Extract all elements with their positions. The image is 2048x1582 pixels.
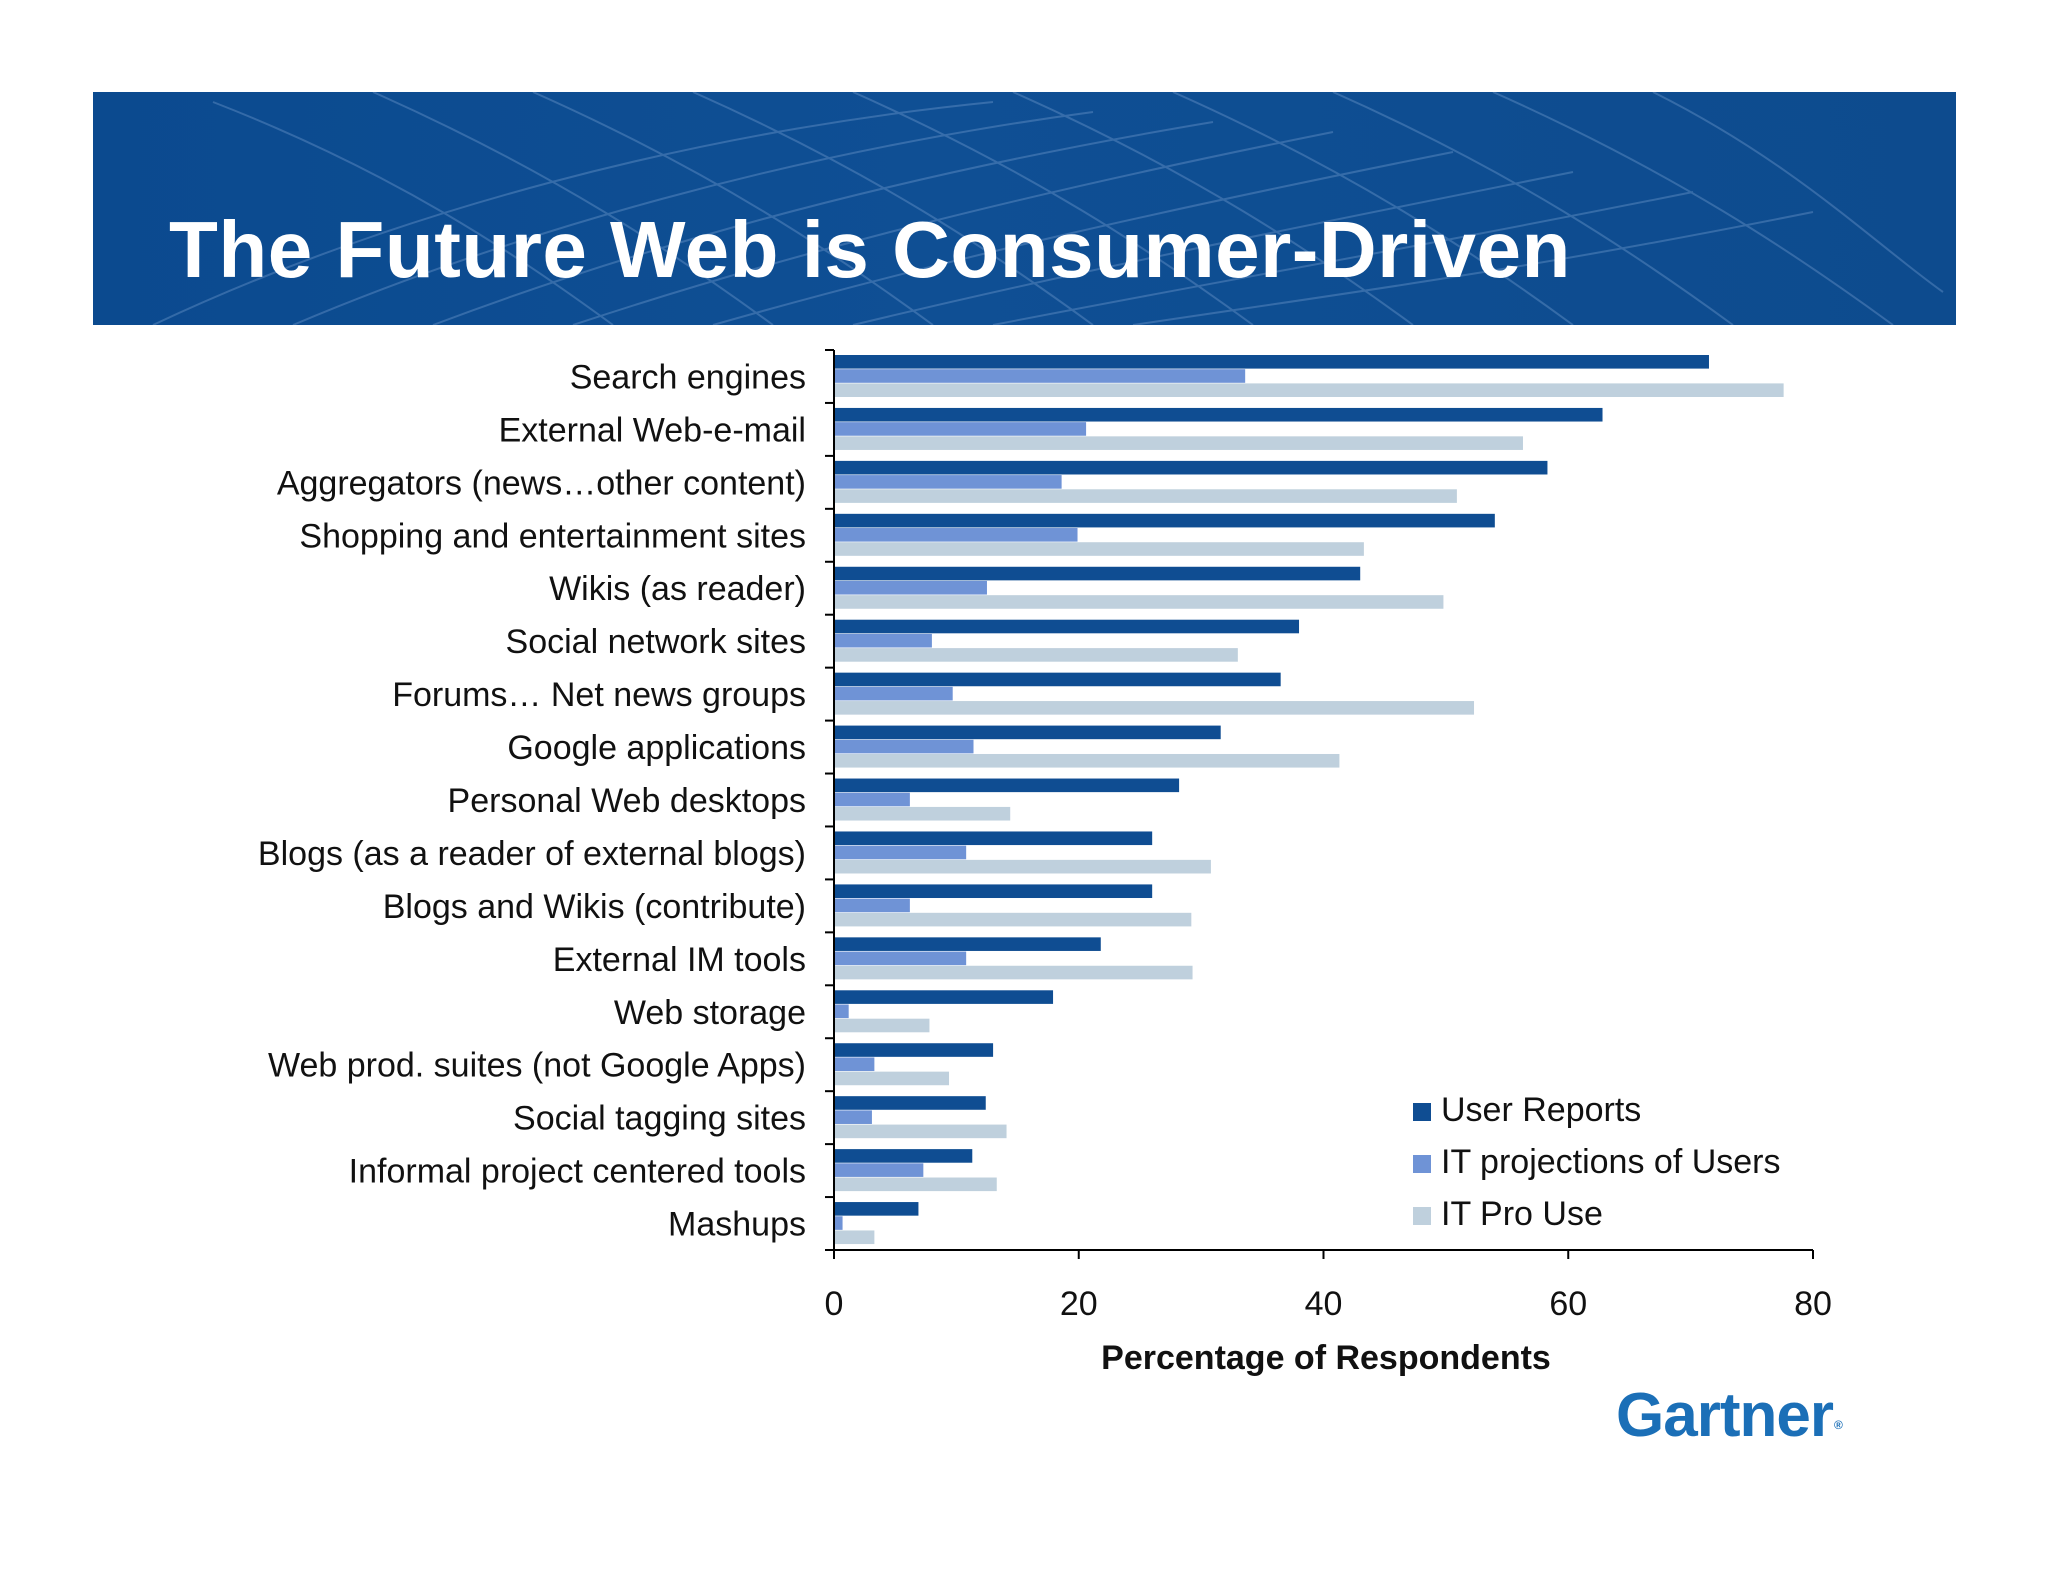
bar-1-12	[834, 937, 1101, 951]
bar-1-5	[834, 566, 1361, 581]
category-label: Aggregators (news…other content)	[277, 464, 806, 502]
category-label: Google applications	[507, 729, 806, 767]
bar-3-12	[834, 965, 1193, 980]
bar-3-16	[834, 1177, 997, 1192]
bar-3-5	[834, 595, 1444, 609]
legend-swatch-3	[1413, 1207, 1431, 1225]
bar-2-4	[834, 528, 1078, 542]
x-axis-title: Percentage of Respondents	[1101, 1339, 1551, 1377]
bar-1-15	[834, 1096, 986, 1110]
legend-label-3: IT Pro Use	[1441, 1195, 1603, 1233]
bar-1-10	[834, 831, 1153, 846]
category-label: Search engines	[570, 358, 806, 396]
bar-1-17	[834, 1202, 919, 1216]
bar-2-1	[834, 369, 1246, 383]
category-label: Blogs (as a reader of external blogs)	[258, 835, 806, 873]
bar-3-14	[834, 1071, 950, 1086]
category-label: Web prod. suites (not Google Apps)	[268, 1047, 806, 1085]
bar-1-2	[834, 407, 1603, 422]
bar-1-3	[834, 460, 1548, 475]
category-label: Mashups	[668, 1206, 806, 1244]
bar-2-3	[834, 475, 1062, 489]
bar-2-5	[834, 580, 987, 595]
legend-label-2: IT projections of Users	[1441, 1143, 1781, 1181]
bar-2-17	[834, 1216, 843, 1230]
legend-swatch-1	[1413, 1103, 1431, 1121]
bar-3-7	[834, 701, 1475, 715]
category-label: Social network sites	[506, 623, 806, 661]
gartner-logo: Gartner®	[1616, 1380, 1843, 1451]
bar-3-6	[834, 648, 1238, 662]
bar-2-13	[834, 1004, 849, 1019]
bar-3-8	[834, 753, 1340, 768]
x-tick-label: 0	[825, 1285, 844, 1323]
category-label: Forums… Net news groups	[392, 676, 806, 714]
bar-2-15	[834, 1110, 872, 1124]
x-tick-label: 40	[1305, 1285, 1343, 1323]
bar-2-16	[834, 1163, 924, 1177]
bar-3-10	[834, 859, 1211, 874]
bar-1-13	[834, 990, 1054, 1004]
category-label: Wikis (as reader)	[549, 570, 806, 608]
bar-1-16	[834, 1149, 973, 1163]
x-tick-label: 80	[1794, 1285, 1832, 1323]
logo-text: Gartner	[1616, 1381, 1834, 1450]
logo-registered-mark: ®	[1833, 1418, 1843, 1432]
bar-3-1	[834, 383, 1784, 397]
title-banner: The Future Web is Consumer-Driven	[93, 92, 1956, 325]
bar-1-9	[834, 778, 1180, 793]
category-label: Web storage	[614, 994, 806, 1032]
bar-1-14	[834, 1043, 994, 1057]
bar-1-11	[834, 884, 1153, 899]
bar-1-4	[834, 513, 1495, 528]
bar-2-8	[834, 739, 974, 754]
bar-1-1	[834, 355, 1709, 369]
bar-3-2	[834, 436, 1523, 450]
bar-2-14	[834, 1057, 875, 1072]
bar-2-10	[834, 845, 967, 860]
bar-1-7	[834, 672, 1281, 687]
bar-2-6	[834, 633, 932, 648]
grid-pattern-decoration	[152, 92, 1944, 325]
category-label: Shopping and entertainment sites	[299, 517, 806, 555]
bar-3-4	[834, 542, 1364, 556]
bar-3-9	[834, 806, 1011, 821]
category-label: Informal project centered tools	[349, 1153, 806, 1191]
category-label: External IM tools	[553, 941, 806, 979]
page-title: The Future Web is Consumer-Driven	[169, 205, 1571, 294]
category-label: Social tagging sites	[513, 1100, 806, 1138]
x-tick-label: 20	[1060, 1285, 1098, 1323]
bar-3-11	[834, 912, 1192, 927]
bar-1-8	[834, 725, 1221, 740]
chart-legend: User Reports IT projections of Users IT Pr…	[1413, 1091, 1781, 1233]
bar-1-6	[834, 619, 1300, 634]
x-tick-label: 60	[1549, 1285, 1587, 1323]
bar-3-13	[834, 1018, 930, 1033]
legend-swatch-2	[1413, 1155, 1431, 1173]
bar-2-2	[834, 422, 1087, 436]
category-label: External Web-e-mail	[499, 411, 806, 449]
bar-2-12	[834, 951, 967, 966]
category-label: Blogs and Wikis (contribute)	[383, 888, 806, 926]
bars-layer	[834, 355, 1784, 1245]
bar-3-15	[834, 1124, 1007, 1139]
bar-3-3	[834, 489, 1457, 503]
category-label: Personal Web desktops	[448, 782, 806, 820]
legend-label-1: User Reports	[1441, 1091, 1641, 1129]
category-labels: Search engines External Web-e-mail Aggrega…	[258, 358, 806, 1243]
bar-2-9	[834, 792, 910, 807]
bar-2-7	[834, 686, 953, 701]
bar-2-11	[834, 898, 910, 913]
chart-axes: 0 20 40 60 80	[825, 349, 1832, 1323]
bar-3-17	[834, 1230, 875, 1245]
